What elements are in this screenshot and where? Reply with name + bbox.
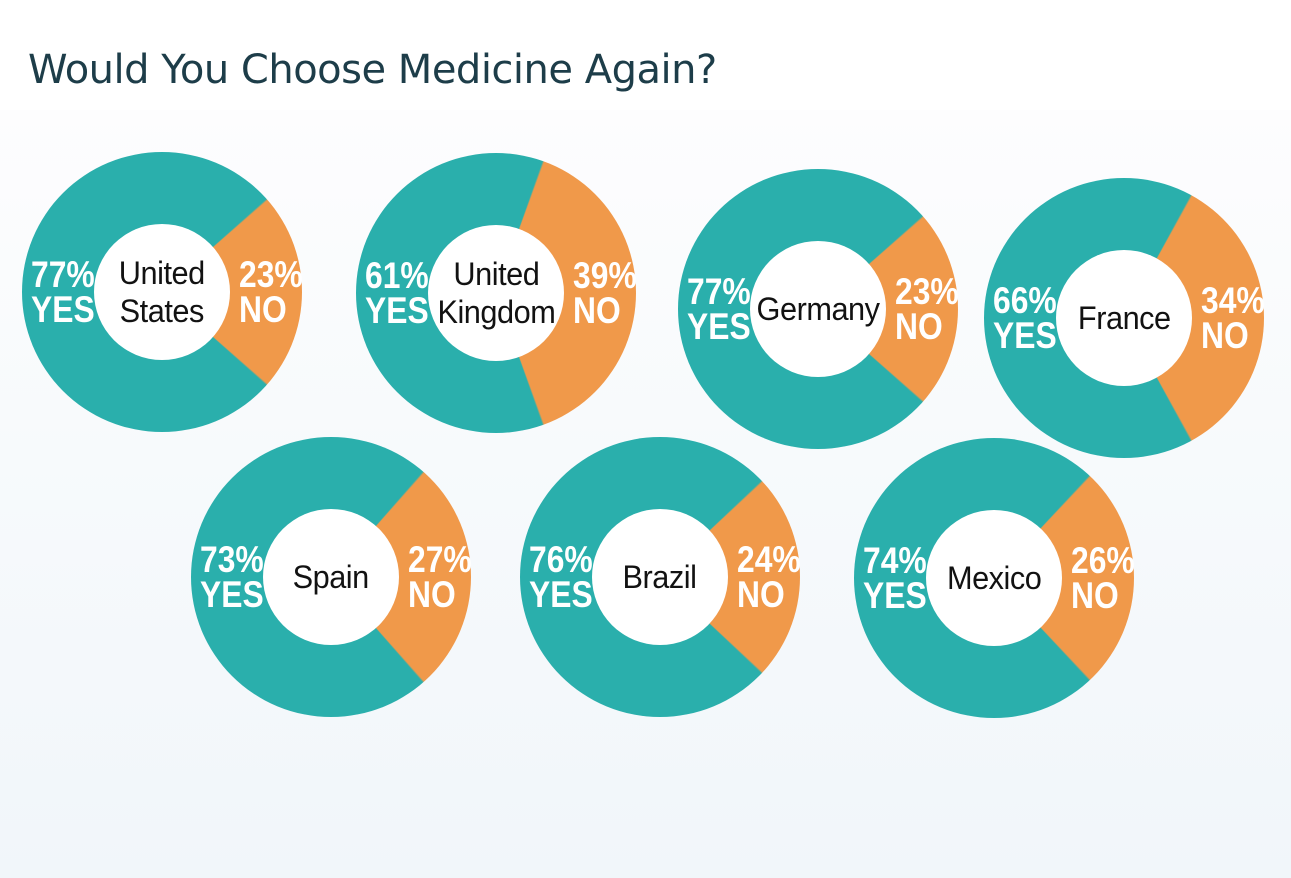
no-label-united-states: 23% NO — [239, 253, 303, 330]
donut-hole-united-kingdom: United Kingdom — [428, 225, 564, 361]
donut-mexico: 74% YES 26% NO Mexico — [854, 438, 1135, 718]
yes-label-brazil: 76% YES — [529, 538, 593, 615]
no-label-brazil: 24% NO — [737, 538, 801, 615]
donut-germany: 77% YES 23% NO Germany — [678, 169, 959, 449]
donut-hole-germany: Germany — [750, 241, 886, 377]
donut-hole-brazil: Brazil — [592, 509, 728, 645]
no-label-spain: 27% NO — [408, 538, 472, 615]
donut-spain: 73% YES 27% NO Spain — [191, 437, 472, 717]
donut-hole-spain: Spain — [263, 509, 399, 645]
yes-label-france: 66% YES — [993, 279, 1057, 356]
no-label-mexico: 26% NO — [1071, 539, 1135, 616]
yes-label-united-kingdom: 61% YES — [365, 254, 429, 331]
yes-label-united-states: 77% YES — [31, 253, 95, 330]
country-label-brazil: Brazil — [623, 558, 697, 595]
donut-france: 66% YES 34% NO France — [984, 178, 1265, 458]
donut-hole-mexico: Mexico — [926, 510, 1062, 646]
donut-united-states: 77% YES 23% NO United States — [22, 152, 303, 432]
no-label-germany: 23% NO — [895, 270, 959, 347]
country-label-spain: Spain — [292, 558, 370, 595]
donut-united-kingdom: 61% YES 39% NO United Kingdom — [356, 153, 637, 433]
donut-hole-united-states: United States — [94, 224, 230, 360]
yes-label-germany: 77% YES — [687, 270, 751, 347]
chart-title: Would You Choose Medicine Again? — [28, 46, 717, 93]
donut-brazil: 76% YES 24% NO Brazil — [520, 437, 801, 717]
country-label-mexico: Mexico — [946, 559, 1042, 596]
donut-hole-france: France — [1056, 250, 1192, 386]
country-label-united-states: United States — [119, 254, 205, 329]
country-label-united-kingdom: United Kingdom — [437, 255, 555, 330]
no-label-united-kingdom: 39% NO — [573, 254, 637, 331]
yes-label-mexico: 74% YES — [863, 539, 927, 616]
country-label-france: France — [1077, 299, 1171, 336]
yes-label-spain: 73% YES — [200, 538, 264, 615]
no-label-france: 34% NO — [1201, 279, 1265, 356]
country-label-germany: Germany — [756, 290, 880, 327]
